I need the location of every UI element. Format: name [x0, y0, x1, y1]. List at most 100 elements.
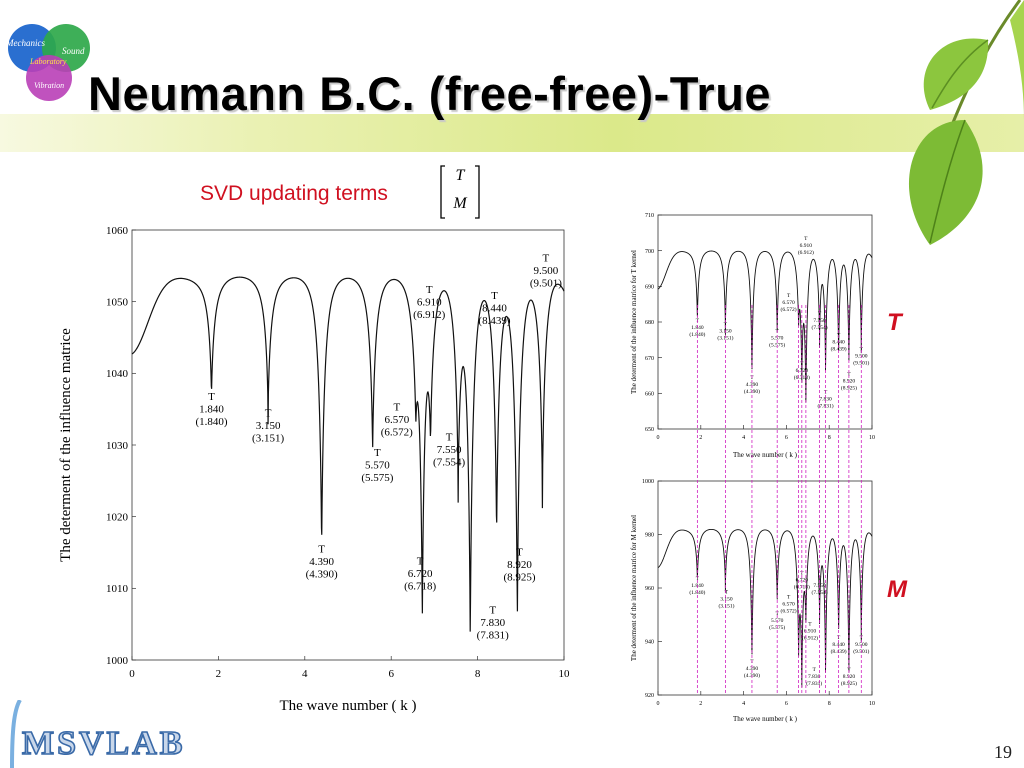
- y-tick-label: 1000: [106, 655, 129, 667]
- annotation-value: 9.500: [855, 354, 868, 360]
- y-tick-label: 690: [645, 284, 654, 290]
- annotation-exact: (5.575): [361, 472, 393, 484]
- annotation-value: 7.830: [480, 617, 505, 629]
- annotation-value: 8.920: [843, 379, 856, 385]
- y-tick-label: 1050: [106, 297, 129, 309]
- annotation-label: T: [393, 402, 400, 414]
- y-tick-label: 1040: [106, 368, 129, 380]
- annotation-exact: (8.439): [478, 315, 510, 327]
- x-tick-label: 10: [869, 701, 875, 707]
- series-line: [131, 276, 565, 632]
- annotation-exact: (8.925): [841, 385, 857, 392]
- t-kernel-plot: 0 2 4 6 8 10 650 660 670 680 690 700 710 The wave num…: [630, 213, 875, 459]
- annotation-value: 1.840: [199, 403, 224, 415]
- annotation-label: T: [725, 589, 729, 595]
- y-tick-label: 710: [645, 213, 654, 219]
- t-kernel-chart: 0 2 4 6 8 10 650 660 670 680 690 700 710 The wave num…: [630, 213, 875, 459]
- annotation-label: T: [808, 621, 812, 627]
- annotation-exact: (6.572): [781, 608, 797, 615]
- msvlab-footer-logo: MSVLAB: [10, 700, 183, 768]
- page-number: 19: [994, 742, 1012, 762]
- annotation-exact: (7.554): [812, 589, 828, 596]
- annotation-exact: (6.912): [798, 249, 814, 256]
- annotation-value: 3.150: [719, 329, 732, 335]
- x-axis-label: The wave number ( k ): [279, 698, 416, 714]
- x-tick-label: 2: [699, 701, 702, 707]
- m-kernel-plot: 0 2 4 6 8 10 920 940 960 980 1000 The wave number (…: [630, 479, 875, 723]
- annotation-value: 8.440: [832, 642, 845, 648]
- annotation-label: T: [318, 544, 325, 556]
- annotation-exact: (4.390): [306, 569, 338, 581]
- x-tick-label: 6: [388, 668, 394, 680]
- t-kernel-label: T: [887, 309, 902, 336]
- logo-circle-vibration: [26, 55, 72, 101]
- annotation-label: T: [813, 667, 817, 673]
- annotation-label: T: [804, 236, 808, 242]
- annotation-value: 5.570: [771, 336, 784, 342]
- annotation-value: 4.390: [746, 382, 759, 388]
- annotation-exact: (6.718): [794, 584, 810, 591]
- x-tick-label: 6: [785, 435, 788, 441]
- annotation-exact: (4.390): [744, 672, 760, 679]
- annotation: T6.910(6.912): [798, 236, 814, 256]
- annotation-label: T: [426, 284, 433, 296]
- x-tick-label: 8: [828, 701, 831, 707]
- logo-word-vibration: Vibration: [34, 81, 64, 90]
- annotation: T9.500(9.501): [530, 253, 562, 290]
- logo-word-mechanics: Mechanics: [5, 38, 45, 48]
- annotation-value: 6.570: [384, 414, 409, 426]
- annotation-exact: (7.554): [433, 457, 465, 469]
- annotation-exact: (1.840): [195, 416, 227, 428]
- annotation-value: 1.840: [691, 325, 704, 331]
- x-tick-label: 10: [559, 668, 571, 680]
- annotation-exact: (7.831): [818, 402, 834, 409]
- x-tick-label: 8: [828, 435, 831, 441]
- matrix-term-t: T: [455, 167, 465, 184]
- annotation-exact: (1.840): [689, 331, 705, 338]
- annotation-exact: (7.831): [477, 629, 509, 641]
- annotation: T7.550(7.554): [433, 432, 465, 469]
- annotation-value: 3.150: [720, 596, 733, 602]
- annotation-value: 7.830: [819, 396, 832, 402]
- annotation-label: T: [787, 293, 791, 299]
- annotation-value: 5.570: [365, 459, 390, 471]
- annotation: T8.440(8.439): [478, 290, 510, 327]
- y-tick-label: 700: [645, 249, 654, 255]
- annotation: T4.390(4.390): [306, 544, 338, 581]
- annotation-exact: (6.718): [404, 581, 436, 593]
- annotation-value: 6.910: [800, 243, 813, 249]
- y-axis-label: The determent of the influence matrice f…: [630, 515, 638, 661]
- annotation-exact: (9.501): [853, 360, 869, 367]
- annotation: T6.570(6.572): [781, 293, 797, 313]
- annotation-exact: (3.151): [252, 432, 284, 444]
- annotation-value: 7.550: [813, 583, 826, 589]
- x-axis-label: The wave number ( k ): [733, 451, 798, 459]
- annotation-value: 4.390: [309, 556, 334, 568]
- annotation-exact: (3.151): [717, 335, 733, 342]
- y-tick-label: 1010: [106, 583, 129, 595]
- annotation-label: T: [417, 556, 424, 568]
- y-tick-label: 1000: [642, 479, 654, 485]
- annotation-value: 6.570: [782, 602, 795, 608]
- annotation-exact: (5.575): [769, 342, 785, 349]
- bracket-lines: [440, 165, 480, 219]
- matrix-term-m: M: [453, 195, 467, 212]
- logo-word-sound: Sound: [62, 46, 85, 56]
- annotation-exact: (9.501): [530, 278, 562, 290]
- x-tick-label: 0: [129, 668, 135, 680]
- annotation-value: 7.550: [813, 318, 826, 324]
- y-tick-label: 680: [645, 320, 654, 326]
- annotation-label: T: [489, 604, 496, 616]
- annotation-value: 9.500: [855, 642, 868, 648]
- annotation-exact: (6.912): [802, 634, 818, 641]
- y-axis-label: The determent of the influence matrice f…: [630, 250, 638, 394]
- series-line: [657, 528, 873, 688]
- annotation: T7.830(7.831): [477, 604, 509, 641]
- annotation: T6.570(6.572): [781, 595, 797, 615]
- annotation-exact: (3.151): [718, 602, 734, 609]
- annotation: T7.830(7.831): [806, 667, 822, 687]
- annotation-value: 7.550: [437, 444, 462, 456]
- y-tick-label: 660: [645, 391, 654, 397]
- annotation-value: 6.720: [408, 568, 433, 580]
- y-tick-label: 980: [645, 533, 654, 539]
